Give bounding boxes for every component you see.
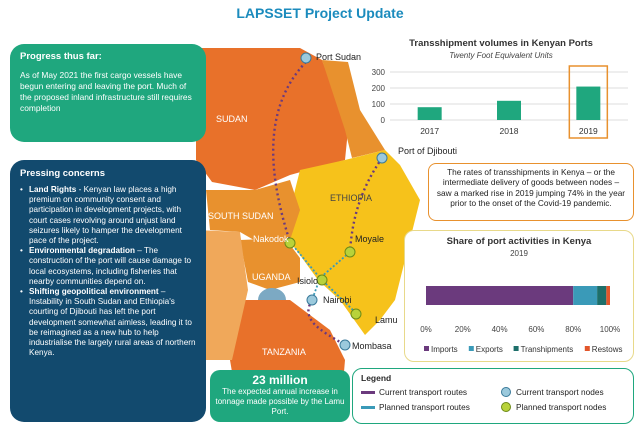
stat-value: 23 million — [252, 373, 308, 387]
concern-item: Land Rights - Kenyan law places a high p… — [20, 185, 196, 246]
segment-restows — [606, 286, 610, 305]
bar-2019 — [576, 86, 601, 120]
progress-heading: Progress thus far: — [20, 51, 102, 62]
bar-chart-subtitle: Twenty Foot Equivalent Units — [449, 51, 553, 60]
concern-text: Instability in South Sudan and Ethiopia'… — [29, 297, 196, 358]
progress-box: Progress thus far: As of May 2021 the fi… — [10, 44, 206, 142]
concern-sep: - — [76, 185, 84, 194]
transshipment-callout: The rates of transshipments in Kenya – o… — [428, 163, 634, 221]
node-port-sudan — [300, 52, 312, 64]
label-south-sudan: SOUTH SUDAN — [208, 211, 274, 221]
y-tick-label: 200 — [372, 84, 386, 93]
label-uganda: UGANDA — [252, 272, 291, 282]
x-tick-label: 2018 — [500, 126, 519, 136]
city-nairobi: Nairobi — [323, 295, 352, 305]
route-djibouti — [348, 157, 383, 253]
x-tick-label: 40% — [492, 325, 508, 334]
bar-chart-title: Transshipment volumes in Kenyan Ports — [409, 38, 593, 49]
share-chart-title: Share of port activities in Kenya — [446, 236, 592, 247]
concern-text: The construction of the port will cause … — [29, 246, 192, 286]
legend-current-nodes: Current transport nodes — [516, 387, 604, 397]
map-sudan — [196, 48, 348, 190]
concern-title: Environmental degradation — [29, 246, 135, 256]
concerns-heading: Pressing concerns — [20, 168, 106, 179]
node-nairobi — [306, 294, 318, 306]
legend-label: Exports — [476, 345, 503, 354]
x-tick-label: 80% — [565, 325, 581, 334]
legend-swatch — [424, 346, 429, 351]
current-node-icon — [501, 387, 511, 397]
segment-transhipments — [597, 286, 607, 305]
bar-2018 — [497, 100, 521, 120]
transshipment-bar-chart: 0 100 200 300 2017 2018 2019 — [372, 65, 628, 139]
legend-planned-routes: Planned transport routes — [379, 402, 470, 412]
progress-text: As of May 2021 the first cargo vessels h… — [20, 70, 192, 113]
x-tick-label: 2017 — [420, 126, 439, 136]
map-south-sudan — [206, 180, 300, 248]
bar-2017 — [417, 107, 442, 120]
route-nakodok-isiolo — [289, 241, 351, 280]
share-chart-subtitle: 2019 — [510, 249, 528, 258]
segment-exports — [573, 286, 598, 305]
share-stacked-bar-chart: 0% 20% 40% 60% 80% 100% Imports Exports Tranship… — [420, 286, 623, 354]
city-moyale: Moyale — [355, 234, 385, 244]
city-mombasa: Mombasa — [352, 341, 392, 351]
node-nakodok — [284, 237, 296, 249]
route-mombasa — [307, 299, 346, 347]
x-tick-label: 60% — [528, 325, 544, 334]
highlight-frame — [568, 65, 609, 139]
current-routes — [272, 61, 383, 347]
legend-title: Legend — [361, 373, 392, 383]
concern-sep: – — [158, 287, 166, 297]
planned-route-swatch — [361, 406, 375, 409]
legend-planned-nodes: Planned transport nodes — [516, 402, 607, 412]
concerns-box: Pressing concerns Land Rights - Kenyan l… — [10, 160, 206, 422]
label-sudan: SUDAN — [216, 114, 248, 124]
map-legend: Legend Current transport routes Planned … — [352, 368, 634, 424]
legend-label: Imports — [431, 345, 458, 354]
stat-box: 23 million The expected annual increase … — [210, 370, 350, 422]
node-djibouti — [376, 152, 388, 164]
legend-label: Transhipments — [521, 345, 574, 354]
map-ethiopia-kenya — [285, 150, 420, 335]
stat-text: The expected annual increase in tonnage … — [215, 387, 345, 416]
city-djibouti: Port of Djibouti — [398, 146, 458, 156]
label-tanzania: TANZANIA — [262, 347, 306, 357]
map-eritrea — [322, 60, 385, 158]
concern-sep: – — [135, 246, 144, 256]
segment-imports — [426, 286, 574, 305]
x-tick-label: 20% — [455, 325, 471, 334]
node-isiolo — [316, 274, 328, 286]
x-tick-label: 100% — [600, 325, 620, 334]
concern-title: Land Rights — [29, 185, 77, 194]
page-title: LAPSSET Project Update — [236, 5, 404, 21]
planned-node-icon — [501, 402, 511, 412]
legend-current-routes: Current transport routes — [379, 387, 468, 397]
map-west — [196, 230, 248, 360]
label-ethiopia: ETHIOPIA — [330, 193, 373, 203]
y-tick-label: 0 — [381, 116, 386, 125]
route-port-sudan — [272, 61, 307, 243]
legend-label: Restows — [592, 345, 623, 354]
legend-swatch — [513, 346, 519, 351]
concern-item: Environmental degradation – The construc… — [20, 246, 196, 287]
x-tick-label: 2019 — [579, 126, 598, 136]
city-port-sudan: Port Sudan — [316, 52, 362, 62]
map-uganda — [240, 238, 300, 290]
concern-text: Kenyan law places a high premium on comm… — [29, 185, 182, 246]
node-mombasa — [339, 339, 351, 351]
current-route-swatch — [361, 391, 375, 394]
y-tick-label: 300 — [372, 68, 386, 77]
concern-item: Shifting geopolitical environment – Inst… — [20, 287, 196, 358]
y-tick-label: 100 — [372, 100, 386, 109]
legend-swatch — [584, 346, 590, 351]
city-lamu: Lamu — [375, 315, 398, 325]
x-tick-label: 0% — [420, 325, 432, 334]
city-isiolo: Isiolo — [297, 276, 319, 286]
concern-title: Shifting geopolitical environment — [29, 287, 159, 297]
node-lamu — [350, 308, 362, 320]
city-nakodok: Nakodok — [253, 234, 289, 244]
node-moyale — [344, 246, 356, 258]
legend-swatch — [468, 346, 474, 351]
